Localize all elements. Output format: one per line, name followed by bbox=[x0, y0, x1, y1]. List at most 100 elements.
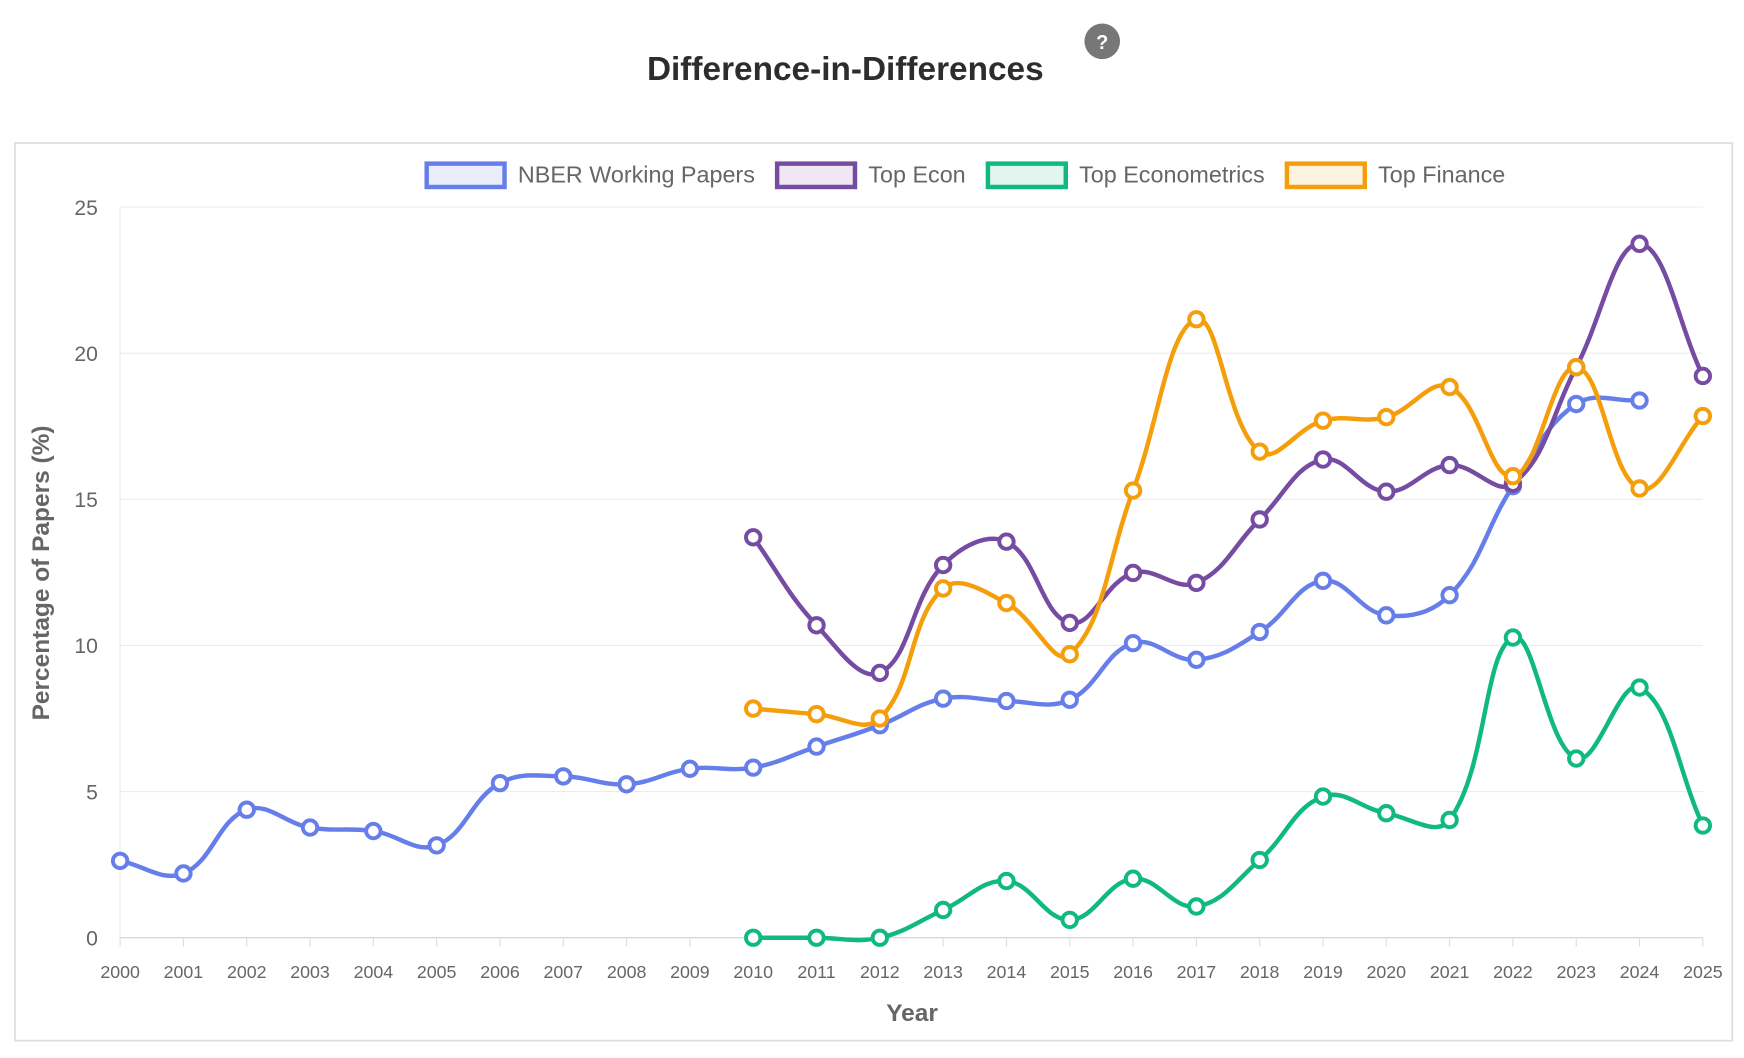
data-point[interactable] bbox=[933, 555, 953, 575]
x-tick-label: 2018 bbox=[1240, 962, 1280, 982]
data-point[interactable] bbox=[1630, 391, 1649, 410]
page-title: Difference-in-Differences bbox=[647, 51, 1044, 88]
data-point[interactable] bbox=[1187, 573, 1206, 593]
data-point[interactable] bbox=[1187, 897, 1206, 916]
data-point[interactable] bbox=[744, 528, 763, 547]
data-point[interactable] bbox=[807, 704, 826, 724]
data-point[interactable] bbox=[1377, 482, 1396, 501]
legend-label: NBER Working Papers bbox=[518, 162, 755, 188]
data-point[interactable] bbox=[997, 691, 1016, 711]
x-tick-label: 2011 bbox=[797, 962, 835, 982]
data-point[interactable] bbox=[1440, 455, 1459, 475]
data-point[interactable] bbox=[997, 593, 1016, 613]
data-point[interactable] bbox=[1060, 613, 1079, 633]
data-point[interactable] bbox=[1693, 406, 1713, 426]
data-point[interactable] bbox=[997, 532, 1016, 551]
legend-item[interactable]: Top Finance bbox=[1284, 161, 1505, 190]
x-tick-label: 2017 bbox=[1177, 962, 1217, 982]
data-point[interactable] bbox=[1313, 411, 1333, 430]
x-tick-label: 2021 bbox=[1430, 962, 1470, 982]
data-point[interactable] bbox=[554, 767, 573, 786]
data-point[interactable] bbox=[1250, 622, 1269, 642]
legend-swatch bbox=[774, 161, 858, 190]
data-point[interactable] bbox=[1250, 850, 1269, 870]
data-point[interactable] bbox=[1693, 816, 1713, 835]
x-tick-label: 2004 bbox=[354, 962, 394, 982]
data-point[interactable] bbox=[870, 928, 890, 947]
data-point[interactable] bbox=[110, 851, 130, 871]
data-point[interactable] bbox=[1313, 450, 1333, 469]
data-point[interactable] bbox=[1123, 481, 1143, 500]
x-tick-label: 2009 bbox=[670, 962, 710, 982]
data-point[interactable] bbox=[933, 900, 953, 920]
data-point[interactable] bbox=[1630, 678, 1649, 697]
data-point[interactable] bbox=[427, 836, 446, 855]
x-tick-label: 2008 bbox=[607, 962, 647, 982]
data-point[interactable] bbox=[617, 775, 636, 794]
data-point[interactable] bbox=[807, 928, 826, 947]
x-axis-label: Year bbox=[886, 1000, 938, 1027]
data-point[interactable] bbox=[744, 928, 763, 947]
data-point[interactable] bbox=[1630, 479, 1649, 498]
x-tick-label: 2001 bbox=[164, 962, 204, 982]
data-point[interactable] bbox=[744, 699, 763, 718]
data-point[interactable] bbox=[1123, 633, 1143, 653]
x-tick-label: 2012 bbox=[860, 962, 900, 982]
data-point[interactable] bbox=[300, 818, 320, 837]
data-point[interactable] bbox=[1377, 407, 1396, 427]
data-point[interactable] bbox=[1123, 563, 1143, 583]
data-point[interactable] bbox=[933, 579, 953, 598]
data-point[interactable] bbox=[1630, 234, 1649, 254]
data-point[interactable] bbox=[1060, 910, 1079, 930]
data-point[interactable] bbox=[1187, 310, 1206, 329]
data-point[interactable] bbox=[1440, 810, 1459, 830]
data-point[interactable] bbox=[807, 737, 826, 756]
data-point[interactable] bbox=[364, 821, 383, 841]
data-point[interactable] bbox=[1567, 394, 1586, 414]
data-point[interactable] bbox=[1503, 467, 1523, 486]
y-tick-label: 20 bbox=[74, 343, 98, 366]
data-point[interactable] bbox=[1250, 442, 1269, 461]
legend-swatch bbox=[985, 161, 1069, 190]
data-point[interactable] bbox=[490, 773, 510, 793]
x-tick-label: 2025 bbox=[1683, 962, 1723, 982]
data-point[interactable] bbox=[1250, 510, 1269, 529]
data-point[interactable] bbox=[870, 709, 890, 728]
data-point[interactable] bbox=[1060, 690, 1079, 709]
data-point[interactable] bbox=[1440, 586, 1459, 605]
series-line bbox=[753, 317, 1705, 727]
data-point[interactable] bbox=[870, 663, 890, 683]
data-point[interactable] bbox=[1377, 804, 1396, 823]
legend-item[interactable]: NBER Working Papers bbox=[424, 161, 755, 190]
data-point[interactable] bbox=[807, 616, 826, 635]
data-point[interactable] bbox=[1377, 606, 1396, 625]
data-point[interactable] bbox=[1123, 869, 1143, 888]
data-point[interactable] bbox=[1440, 377, 1459, 397]
x-tick-label: 2000 bbox=[100, 962, 140, 982]
data-point[interactable] bbox=[680, 759, 700, 778]
data-point[interactable] bbox=[1313, 571, 1333, 591]
data-point[interactable] bbox=[174, 864, 193, 883]
legend-item[interactable]: Top Econometrics bbox=[985, 161, 1265, 190]
y-tick-label: 5 bbox=[86, 781, 98, 804]
data-point[interactable] bbox=[1187, 650, 1206, 669]
y-axis-label: Percentage of Papers (%) bbox=[28, 425, 55, 720]
data-point[interactable] bbox=[744, 758, 763, 777]
data-point[interactable] bbox=[1693, 366, 1713, 386]
x-tick-label: 2016 bbox=[1113, 962, 1153, 982]
data-point[interactable] bbox=[933, 689, 953, 708]
data-point[interactable] bbox=[997, 871, 1016, 891]
help-button[interactable]: ? bbox=[1084, 23, 1121, 60]
series-line bbox=[751, 241, 1705, 677]
x-tick-label: 2007 bbox=[544, 962, 584, 982]
data-point[interactable] bbox=[1567, 358, 1586, 377]
data-point[interactable] bbox=[1567, 749, 1586, 768]
data-point[interactable] bbox=[237, 800, 256, 819]
legend-item[interactable]: Top Econ bbox=[774, 161, 966, 190]
x-tick-label: 2023 bbox=[1556, 962, 1596, 982]
x-tick-label: 2005 bbox=[417, 962, 457, 982]
data-point[interactable] bbox=[1503, 628, 1523, 647]
x-tick-label: 2003 bbox=[290, 962, 330, 982]
data-point[interactable] bbox=[1060, 645, 1079, 664]
data-point[interactable] bbox=[1313, 787, 1333, 806]
